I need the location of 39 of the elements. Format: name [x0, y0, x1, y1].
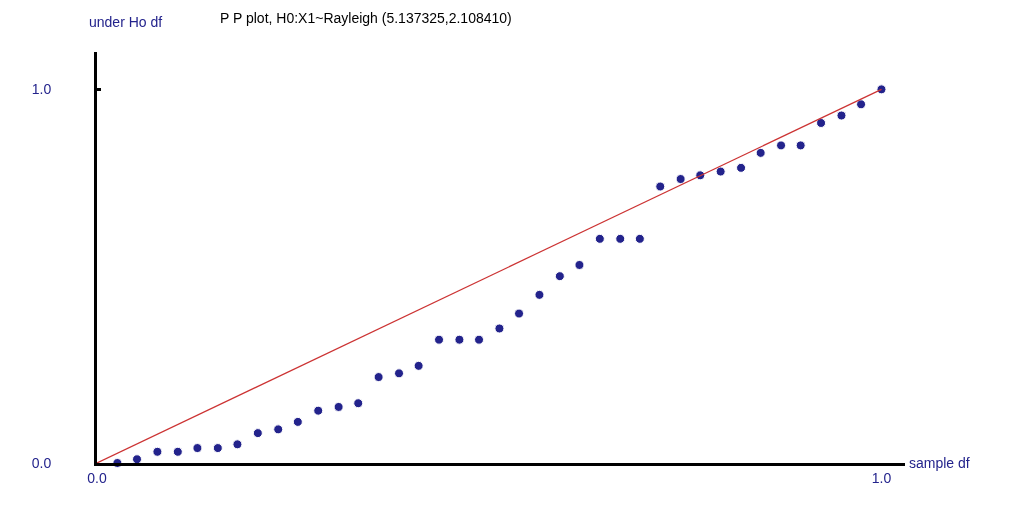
point [514, 308, 525, 319]
point [413, 360, 424, 371]
chart-title: P P plot, H0:X1~Rayleigh (5.137325,2.108410) [220, 10, 512, 26]
point [594, 233, 605, 244]
point [474, 334, 485, 345]
x-axis-title: sample df [909, 455, 970, 471]
point [212, 443, 223, 454]
point [776, 140, 787, 151]
point [394, 368, 405, 379]
point [574, 259, 585, 270]
point [715, 166, 726, 177]
point [534, 289, 545, 300]
point [373, 372, 384, 383]
point [192, 443, 203, 454]
point [232, 439, 243, 450]
point [494, 323, 505, 334]
point [675, 174, 686, 185]
point [434, 334, 445, 345]
point [273, 424, 284, 435]
point [554, 271, 565, 282]
point [292, 416, 303, 427]
point [795, 140, 806, 151]
y-axis-title: under Ho df [89, 14, 163, 30]
point [755, 147, 766, 158]
point [655, 181, 666, 192]
point [152, 446, 163, 457]
point [736, 162, 747, 173]
point [876, 84, 887, 95]
point [856, 99, 867, 110]
point [634, 233, 645, 244]
point [313, 405, 324, 416]
point [816, 117, 827, 128]
point [172, 446, 183, 457]
point [252, 428, 263, 439]
point [454, 334, 465, 345]
point [615, 233, 626, 244]
point [353, 398, 364, 409]
point [333, 401, 344, 412]
point [836, 110, 847, 121]
